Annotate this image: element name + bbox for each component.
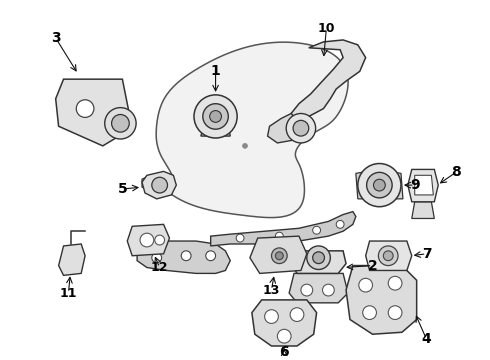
Text: 6: 6 xyxy=(279,345,289,359)
Polygon shape xyxy=(412,202,434,219)
Circle shape xyxy=(243,143,247,148)
Polygon shape xyxy=(142,175,150,191)
Polygon shape xyxy=(156,42,348,217)
Circle shape xyxy=(313,252,324,264)
Circle shape xyxy=(290,308,304,321)
Circle shape xyxy=(210,111,221,122)
Text: 8: 8 xyxy=(451,165,461,179)
Circle shape xyxy=(293,120,309,136)
Circle shape xyxy=(152,177,168,193)
Polygon shape xyxy=(250,236,307,273)
Circle shape xyxy=(286,113,316,143)
Polygon shape xyxy=(56,79,132,146)
Circle shape xyxy=(206,251,216,261)
Circle shape xyxy=(358,163,401,207)
Text: 1: 1 xyxy=(211,64,220,78)
Circle shape xyxy=(181,251,191,261)
Polygon shape xyxy=(366,241,412,270)
Polygon shape xyxy=(356,171,369,199)
Polygon shape xyxy=(201,126,230,136)
Polygon shape xyxy=(137,241,230,273)
Circle shape xyxy=(265,310,278,323)
Circle shape xyxy=(383,251,393,261)
Circle shape xyxy=(301,284,313,296)
Polygon shape xyxy=(59,244,85,275)
Text: 4: 4 xyxy=(421,332,431,346)
Circle shape xyxy=(271,248,287,264)
Text: 12: 12 xyxy=(151,261,169,274)
Polygon shape xyxy=(346,266,416,334)
Circle shape xyxy=(373,179,385,191)
Text: 2: 2 xyxy=(368,258,377,273)
Text: 10: 10 xyxy=(318,22,335,35)
Circle shape xyxy=(378,246,398,266)
Circle shape xyxy=(194,95,237,138)
Polygon shape xyxy=(408,170,438,202)
Circle shape xyxy=(388,306,402,320)
Circle shape xyxy=(152,253,162,262)
Circle shape xyxy=(236,234,244,242)
Circle shape xyxy=(112,114,129,132)
Polygon shape xyxy=(291,40,366,120)
Circle shape xyxy=(322,284,334,296)
Polygon shape xyxy=(252,300,317,346)
Polygon shape xyxy=(291,251,346,273)
Text: 13: 13 xyxy=(263,284,280,297)
Circle shape xyxy=(313,226,320,234)
Circle shape xyxy=(363,306,376,320)
Polygon shape xyxy=(211,212,356,246)
Polygon shape xyxy=(268,113,309,143)
Circle shape xyxy=(275,252,283,260)
Circle shape xyxy=(277,329,291,343)
Circle shape xyxy=(359,278,372,292)
Text: 3: 3 xyxy=(51,31,60,45)
Circle shape xyxy=(76,100,94,117)
Circle shape xyxy=(307,246,330,270)
Circle shape xyxy=(155,235,165,245)
Circle shape xyxy=(140,233,154,247)
Polygon shape xyxy=(142,171,176,199)
Text: 11: 11 xyxy=(60,287,77,300)
Circle shape xyxy=(203,104,228,129)
Polygon shape xyxy=(415,175,433,195)
Polygon shape xyxy=(127,224,170,256)
Circle shape xyxy=(388,276,402,290)
Polygon shape xyxy=(289,273,348,303)
Text: 9: 9 xyxy=(410,178,419,192)
Circle shape xyxy=(275,232,283,240)
Text: 5: 5 xyxy=(118,182,127,196)
Circle shape xyxy=(367,172,392,198)
Polygon shape xyxy=(389,171,403,199)
Circle shape xyxy=(105,108,136,139)
Text: 7: 7 xyxy=(422,247,431,261)
Circle shape xyxy=(336,220,344,228)
